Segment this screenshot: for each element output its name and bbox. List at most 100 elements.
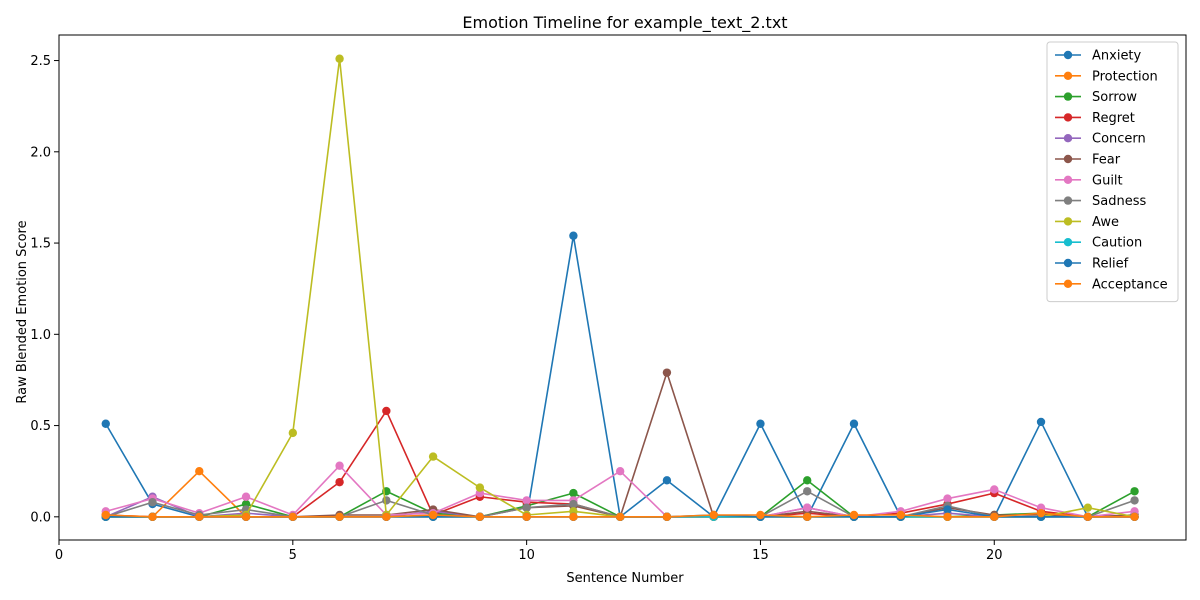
legend-marker <box>1063 217 1073 226</box>
data-point <box>522 503 531 512</box>
y-tick-label: 0.0 <box>30 510 51 525</box>
legend-marker <box>1063 196 1073 205</box>
legend-marker <box>1063 154 1073 164</box>
data-point <box>428 510 438 520</box>
data-point <box>709 510 718 520</box>
legend-marker <box>1063 113 1073 122</box>
data-point <box>335 54 344 63</box>
x-tick-label: 15 <box>752 548 769 563</box>
data-point <box>615 466 625 476</box>
y-tick-label: 1.5 <box>30 237 51 252</box>
data-point <box>943 505 952 514</box>
legend-item-acceptance: Acceptance <box>1055 277 1168 292</box>
data-point <box>569 231 578 240</box>
legend-marker <box>1063 258 1073 268</box>
x-tick-label: 5 <box>289 548 297 563</box>
data-point <box>382 406 391 416</box>
data-point <box>569 488 578 498</box>
legend-box <box>1046 41 1179 303</box>
data-point <box>288 428 298 438</box>
data-point <box>1083 512 1092 522</box>
data-point <box>943 512 952 522</box>
data-point <box>382 496 391 505</box>
data-point <box>662 368 672 377</box>
legend-label: Concern <box>1092 132 1146 147</box>
legend-marker <box>1063 175 1073 184</box>
legend-label: Relief <box>1092 257 1129 272</box>
data-point <box>943 494 952 503</box>
legend-label: Sorrow <box>1092 90 1137 105</box>
data-point <box>195 512 204 522</box>
legend-item-sorrow: Sorrow <box>1055 90 1137 105</box>
legend-item-concern: Concern <box>1055 132 1146 147</box>
data-point <box>662 476 672 485</box>
x-tick-label: 10 <box>518 548 535 563</box>
data-point <box>803 503 812 512</box>
legend-item-sadness: Sadness <box>1055 194 1146 209</box>
x-axis: 0 5 10 15 20 <box>55 540 1003 563</box>
legend-label: Acceptance <box>1092 277 1168 292</box>
legend-label: Anxiety <box>1092 49 1142 64</box>
data-point <box>148 498 157 507</box>
legend-marker <box>1063 92 1073 101</box>
data-point <box>569 512 578 522</box>
y-tick-label: 0.5 <box>30 419 51 434</box>
data-point <box>475 512 485 522</box>
legend-label: Guilt <box>1092 173 1123 188</box>
data-point <box>1083 503 1092 512</box>
legend-item-awe: Awe <box>1055 215 1119 230</box>
data-point <box>148 512 157 522</box>
data-point <box>101 510 110 520</box>
data-point <box>1036 417 1046 427</box>
data-point <box>849 419 859 428</box>
series-acceptance <box>101 508 1139 522</box>
legend-item-regret: Regret <box>1055 111 1135 126</box>
data-point <box>896 510 905 520</box>
legend-marker <box>1063 71 1073 81</box>
data-point <box>101 419 110 428</box>
legend-item-fear: Fear <box>1055 153 1121 168</box>
legend-marker <box>1063 238 1073 247</box>
data-point <box>1130 487 1139 496</box>
data-point <box>522 512 531 522</box>
x-tick-label: 0 <box>55 548 63 563</box>
data-point <box>1130 512 1139 522</box>
legend-marker <box>1063 134 1073 143</box>
data-point <box>1036 508 1046 518</box>
y-tick-label: 1.0 <box>30 328 51 343</box>
data-point <box>241 492 251 501</box>
plot-frame <box>58 34 1187 541</box>
legend-marker <box>1063 279 1073 288</box>
legend-label: Regret <box>1092 111 1135 126</box>
data-point <box>990 485 999 494</box>
data-point <box>849 510 859 520</box>
data-point <box>756 510 765 520</box>
data-point <box>428 452 438 461</box>
data-point <box>288 512 298 522</box>
series-group <box>101 54 1139 522</box>
data-point <box>803 476 812 485</box>
legend-label: Sadness <box>1092 194 1146 209</box>
data-point <box>382 512 391 522</box>
legend-label: Protection <box>1092 69 1158 84</box>
data-point <box>662 512 672 522</box>
data-point <box>803 512 812 522</box>
legend-label: Fear <box>1092 153 1121 168</box>
legend-item-caution: Caution <box>1055 236 1142 251</box>
data-point <box>335 512 344 522</box>
data-point <box>241 512 251 522</box>
legend-item-protection: Protection <box>1055 69 1158 84</box>
y-axis: 0.0 0.5 1.0 1.5 2.0 2.5 <box>30 54 59 525</box>
data-point <box>1130 496 1139 505</box>
y-tick-label: 2.0 <box>30 145 51 160</box>
data-point <box>335 477 344 487</box>
data-point <box>803 487 812 496</box>
chart-title: Emotion Timeline for example_text_2.txt <box>462 13 787 33</box>
x-axis-label: Sentence Number <box>566 571 684 586</box>
legend-item-guilt: Guilt <box>1055 173 1123 188</box>
legend-marker <box>1063 50 1073 60</box>
y-tick-label: 2.5 <box>30 54 51 69</box>
data-point <box>475 483 485 492</box>
